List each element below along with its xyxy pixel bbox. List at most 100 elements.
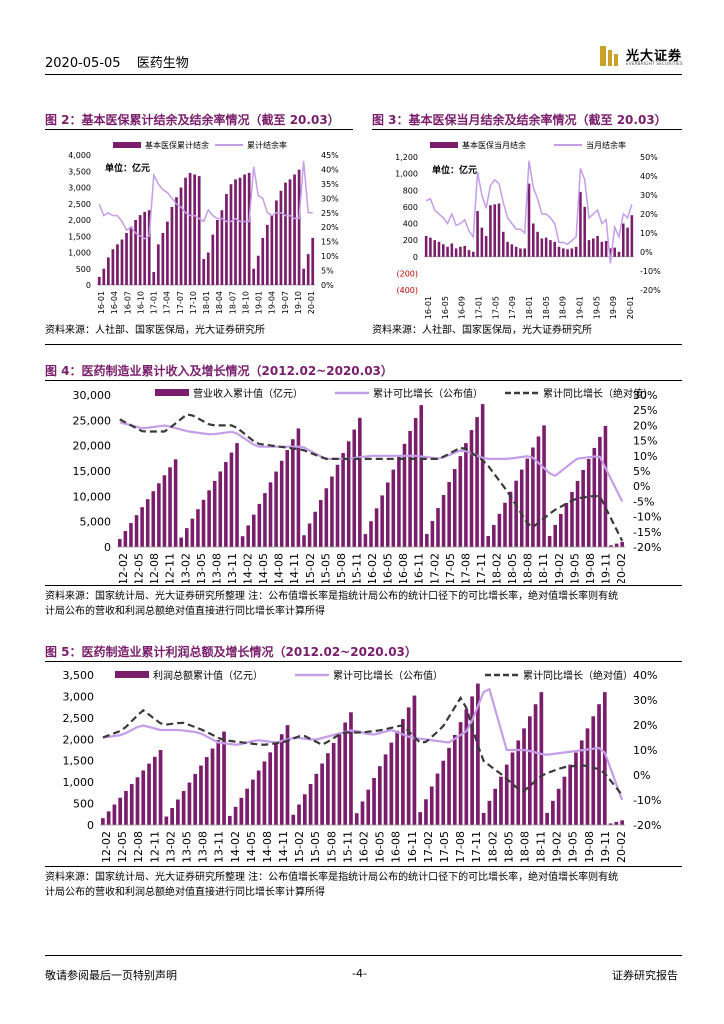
bar bbox=[235, 443, 239, 547]
bar bbox=[557, 246, 561, 257]
bar bbox=[630, 215, 634, 257]
x-tick: 18-11 bbox=[535, 831, 548, 863]
bar bbox=[349, 712, 353, 825]
bar bbox=[603, 425, 608, 547]
bar bbox=[284, 182, 287, 285]
bar bbox=[279, 734, 284, 825]
fig4-chart: 30,000 25,000 20,000 15,000 10,000 5,000 0 30% 2… bbox=[73, 387, 662, 583]
x-tick: 13-08 bbox=[197, 831, 210, 863]
x-tick: 18-11 bbox=[537, 553, 550, 583]
bar bbox=[383, 754, 388, 825]
bar bbox=[168, 467, 172, 547]
x-tick: 19-07 bbox=[281, 291, 290, 314]
bar bbox=[268, 482, 273, 547]
bar bbox=[506, 241, 509, 257]
fig4-rule bbox=[45, 380, 682, 381]
bar bbox=[173, 459, 178, 547]
bar bbox=[366, 789, 371, 825]
bar bbox=[311, 237, 315, 285]
bar bbox=[220, 210, 224, 285]
fig3-title: 图 3：基本医保当月结余及结余率情况（截至 20.03） bbox=[372, 113, 667, 127]
y-left-tick: 30,000 bbox=[73, 389, 112, 402]
y-right-tick: -20% bbox=[640, 286, 661, 295]
fig5-source-line-2: 计局公布的营收和利润总额绝对值直接进行同比增长率计算所得 bbox=[45, 887, 325, 898]
x-tick: 13-11 bbox=[213, 831, 226, 863]
bar bbox=[527, 183, 531, 257]
bar bbox=[285, 725, 290, 825]
x-tick: 15-02 bbox=[293, 831, 306, 863]
x-tick: 16-11 bbox=[413, 553, 426, 583]
bar bbox=[151, 491, 156, 547]
y-right-tick: 20% bbox=[633, 419, 657, 432]
bar bbox=[553, 241, 556, 257]
x-tick: 14-11 bbox=[288, 553, 301, 583]
x-tick: 17-01 bbox=[475, 296, 484, 319]
x-tick: 19-04 bbox=[268, 291, 277, 314]
bar bbox=[306, 254, 310, 285]
bar bbox=[176, 799, 180, 825]
legend-label: 累计可比增长（公布值） bbox=[373, 387, 483, 400]
bar bbox=[291, 439, 295, 547]
x-tick: 19-10 bbox=[294, 291, 303, 314]
bar bbox=[308, 784, 313, 825]
x-tick: 16-09 bbox=[458, 296, 467, 319]
bar bbox=[436, 508, 440, 547]
bar bbox=[585, 728, 590, 825]
y-right-tick: 20% bbox=[633, 719, 657, 732]
x-tick: 12-11 bbox=[164, 553, 177, 583]
bar bbox=[157, 483, 161, 547]
x-tick: 17-05 bbox=[438, 831, 451, 863]
logo-name: 光大证券 bbox=[626, 49, 683, 64]
line-series-absolute bbox=[102, 695, 623, 796]
bar bbox=[493, 204, 496, 257]
bar bbox=[360, 801, 365, 825]
legend-swatch-bar bbox=[115, 671, 149, 678]
bar bbox=[118, 539, 122, 547]
bar bbox=[391, 469, 396, 547]
bar bbox=[380, 495, 384, 547]
bar bbox=[256, 770, 261, 825]
bar bbox=[196, 509, 200, 547]
bar bbox=[570, 248, 574, 257]
logo-subtitle: EVERBRIGHT SECURITIES bbox=[626, 61, 683, 66]
bar bbox=[424, 799, 428, 825]
bar bbox=[484, 235, 488, 257]
bar bbox=[504, 764, 509, 825]
x-tick: 16-10 bbox=[136, 291, 145, 314]
x-tick: 17-05 bbox=[491, 296, 500, 319]
y-left-tick: 200 bbox=[403, 236, 418, 245]
x-tick: 17-05 bbox=[444, 553, 457, 583]
fig5-rule bbox=[45, 661, 682, 662]
bar bbox=[164, 816, 169, 825]
bar bbox=[251, 514, 256, 547]
y-left-tick: 400 bbox=[403, 220, 418, 229]
bar bbox=[454, 248, 458, 257]
bar bbox=[579, 740, 584, 825]
x-tick: 20-01 bbox=[307, 291, 316, 314]
y-left-tick: 20,000 bbox=[73, 440, 112, 453]
bar bbox=[343, 722, 348, 825]
bar bbox=[475, 417, 479, 547]
y-right-tick: 15% bbox=[321, 238, 339, 247]
y-right-tick: 10% bbox=[640, 229, 658, 238]
bar bbox=[523, 248, 526, 257]
bar bbox=[270, 215, 274, 285]
bar bbox=[341, 453, 345, 547]
bar bbox=[476, 211, 479, 257]
bar bbox=[363, 534, 368, 547]
bar bbox=[275, 200, 278, 285]
bar bbox=[124, 790, 128, 825]
bar bbox=[204, 757, 209, 825]
x-tick: 15-08 bbox=[325, 831, 338, 863]
y-left-tick: 1,200 bbox=[395, 153, 418, 162]
x-tick: 13-02 bbox=[164, 831, 177, 863]
fig3-rule bbox=[372, 129, 682, 130]
bar bbox=[408, 430, 412, 547]
bar bbox=[274, 743, 278, 825]
x-tick: 14-02 bbox=[229, 831, 242, 863]
y-right-tick: -20% bbox=[633, 819, 661, 832]
bar bbox=[179, 187, 183, 285]
bar bbox=[210, 748, 215, 825]
logo-icon bbox=[600, 46, 618, 66]
y-right-tick: 30% bbox=[633, 389, 657, 402]
